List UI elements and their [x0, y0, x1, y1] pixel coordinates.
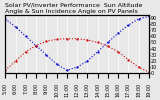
Text: Solar PV/Inverter Performance  Sun Altitude Angle & Sun Incidence Angle on PV Pa: Solar PV/Inverter Performance Sun Altitu…: [5, 3, 143, 14]
